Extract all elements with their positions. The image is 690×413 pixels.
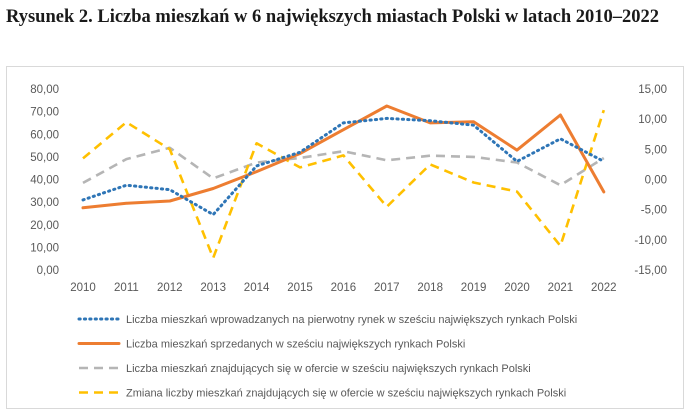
x-tick-label: 2017 — [374, 282, 400, 294]
series-line-1 — [81, 116, 606, 217]
y-left-tick-label: 20,00 — [30, 220, 59, 232]
series-line-4 — [82, 109, 606, 260]
x-tick-label: 2015 — [287, 282, 313, 294]
figure-title: Rysunek 2. Liczba mieszkań w 6 największ… — [6, 7, 660, 27]
x-tick-label: 2022 — [591, 282, 617, 294]
y-right-tick-label: 5,00 — [645, 144, 667, 156]
y-left-tick-label: 40,00 — [30, 175, 59, 187]
legend-label-4: Zmiana liczby mieszkań znajdujących się … — [126, 388, 566, 400]
x-tick-label: 2019 — [461, 282, 487, 294]
y-left-tick-label: 50,00 — [30, 152, 59, 164]
chart-area: 0,00 10,00 20,00 30,00 40,00 50,00 60,00 70,00 8… — [6, 66, 684, 409]
legend-label-3: Liczba mieszkań znajdujących się w oferc… — [126, 363, 531, 375]
y-left-tick-label: 30,00 — [30, 197, 59, 209]
y-left-tick-label: 80,00 — [30, 84, 59, 96]
y-right-tick-label: -5,00 — [641, 205, 667, 217]
y-left-tick-label: 60,00 — [30, 129, 59, 141]
y-right-tick-label: -10,00 — [634, 235, 667, 247]
x-tick-label: 2016 — [331, 282, 357, 294]
x-tick-label: 2018 — [417, 282, 443, 294]
line-chart: 0,00 10,00 20,00 30,00 40,00 50,00 60,00 70,00 8… — [30, 84, 667, 400]
series-line-3 — [82, 146, 605, 187]
legend-label-2: Liczba mieszkań sprzedanych w sześciu na… — [126, 339, 465, 351]
y-left-tick-label: 10,00 — [30, 242, 59, 254]
series-line-2 — [81, 104, 606, 210]
y-right-tick-label: 10,00 — [638, 114, 667, 126]
x-tick-label: 2013 — [200, 282, 226, 294]
y-left-tick-label: 70,00 — [30, 107, 59, 119]
x-tick-label: 2014 — [244, 282, 270, 294]
y-left-tick-label: 0,00 — [37, 265, 59, 277]
x-tick-label: 2020 — [504, 282, 530, 294]
legend-label-1: Liczba mieszkań wprowadzanych na pierwot… — [126, 314, 577, 326]
y-right-tick-label: 0,00 — [645, 175, 667, 187]
y-right-tick-label: -15,00 — [634, 265, 667, 277]
x-tick-label: 2021 — [548, 282, 574, 294]
x-tick-label: 2012 — [157, 282, 183, 294]
x-tick-label: 2010 — [70, 282, 96, 294]
y-right-tick-label: 15,00 — [638, 84, 667, 96]
x-tick-label: 2011 — [114, 282, 139, 294]
